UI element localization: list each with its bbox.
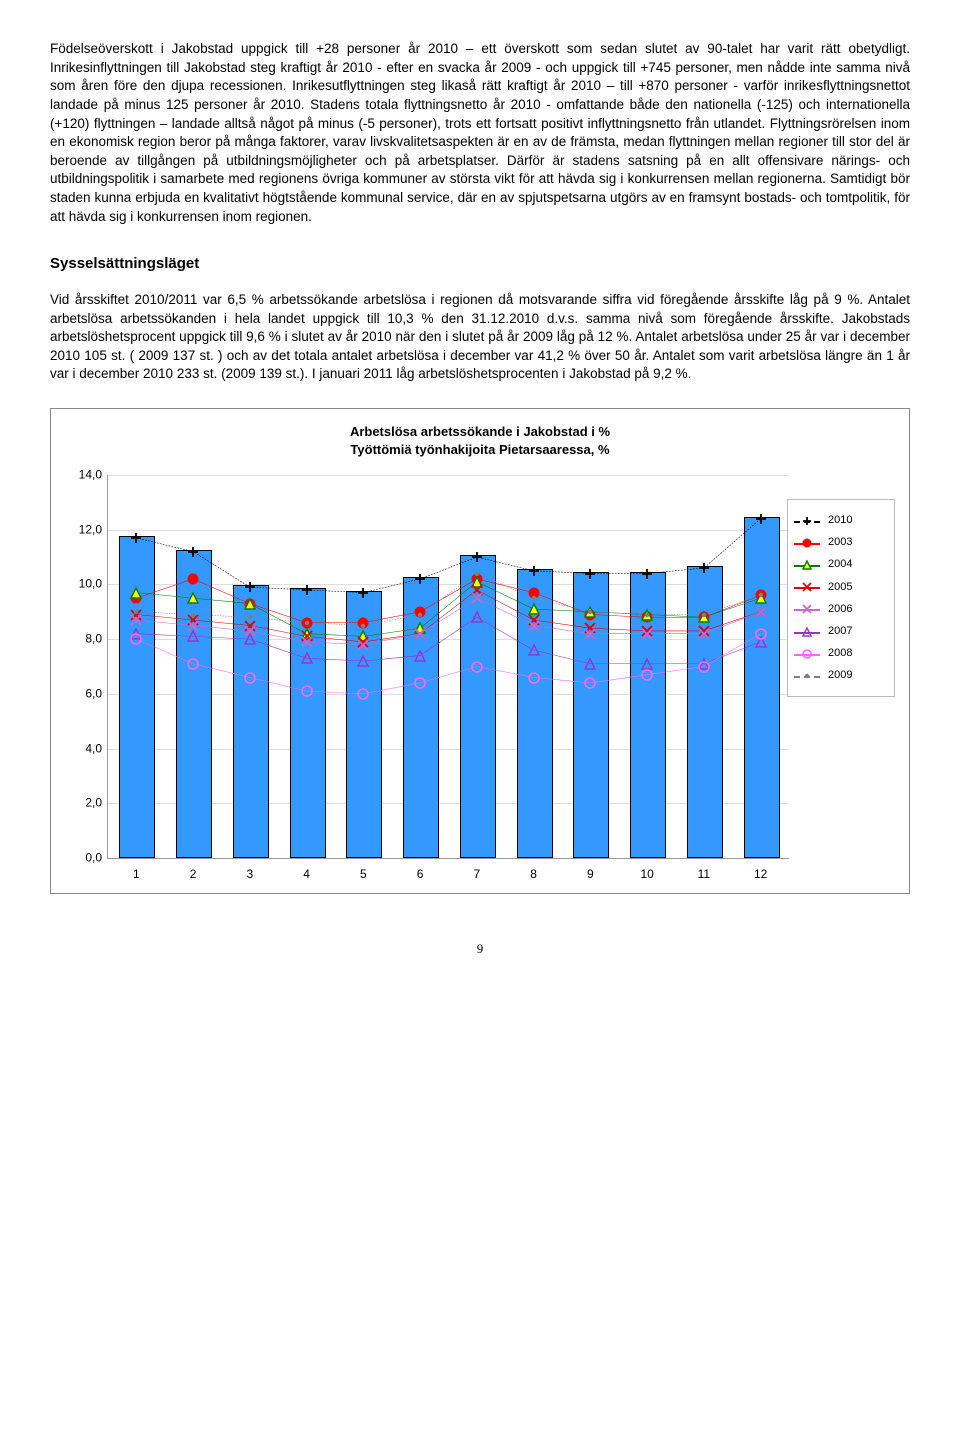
y-axis-label: 10,0 xyxy=(68,576,102,593)
plot-area: 0,02,04,06,08,010,012,014,01234567891011… xyxy=(107,475,789,859)
chart-title: Arbetslösa arbetssökande i Jakobstad i %… xyxy=(65,423,895,458)
y-axis-label: 12,0 xyxy=(68,521,102,538)
legend-label: 2005 xyxy=(828,580,852,595)
legend-item: 2006 xyxy=(794,602,888,617)
legend-item: 2010 xyxy=(794,513,888,528)
legend-label: 2010 xyxy=(828,513,852,528)
legend-item: 2004 xyxy=(794,557,888,572)
x-axis-label: 8 xyxy=(530,866,537,883)
legend-label: 2006 xyxy=(828,602,852,617)
legend-label: 2009 xyxy=(828,668,852,683)
x-axis-label: 7 xyxy=(474,866,481,883)
y-axis-label: 6,0 xyxy=(68,686,102,703)
x-axis-label: 1 xyxy=(133,866,140,883)
chart-title-sv: Arbetslösa arbetssökande i Jakobstad i % xyxy=(350,424,610,439)
x-axis-label: 2 xyxy=(190,866,197,883)
paragraph-1: Födelseöverskott i Jakobstad uppgick til… xyxy=(50,40,910,226)
x-axis-label: 12 xyxy=(754,866,767,883)
section-heading: Sysselsättningsläget xyxy=(50,254,910,275)
y-axis-label: 0,0 xyxy=(68,850,102,867)
legend-item: 2009 xyxy=(794,668,888,683)
paragraph-2: Vid årsskiftet 2010/2011 var 6,5 % arbet… xyxy=(50,291,910,384)
chart-legend: 2010 2003 2004 2005 2006 2007 2008 2009 xyxy=(787,499,895,697)
x-axis-label: 6 xyxy=(417,866,424,883)
y-axis-label: 4,0 xyxy=(68,740,102,757)
y-axis-label: 8,0 xyxy=(68,631,102,648)
x-axis-label: 9 xyxy=(587,866,594,883)
chart-title-fi: Työttömiä työnhakijoita Pietarsaaressa, … xyxy=(350,442,609,457)
x-axis-label: 3 xyxy=(247,866,254,883)
y-axis-label: 2,0 xyxy=(68,795,102,812)
legend-item: 2003 xyxy=(794,535,888,550)
legend-item: 2007 xyxy=(794,624,888,639)
legend-label: 2008 xyxy=(828,646,852,661)
legend-item: 2008 xyxy=(794,646,888,661)
y-axis-label: 14,0 xyxy=(68,467,102,484)
x-axis-label: 5 xyxy=(360,866,367,883)
legend-item: 2005 xyxy=(794,580,888,595)
legend-label: 2003 xyxy=(828,535,852,550)
x-axis-label: 10 xyxy=(640,866,653,883)
unemployment-chart: Arbetslösa arbetssökande i Jakobstad i %… xyxy=(50,408,910,894)
legend-label: 2004 xyxy=(828,557,852,572)
legend-label: 2007 xyxy=(828,624,852,639)
page-number: 9 xyxy=(50,940,910,958)
x-axis-label: 11 xyxy=(698,866,710,883)
x-axis-label: 4 xyxy=(303,866,310,883)
